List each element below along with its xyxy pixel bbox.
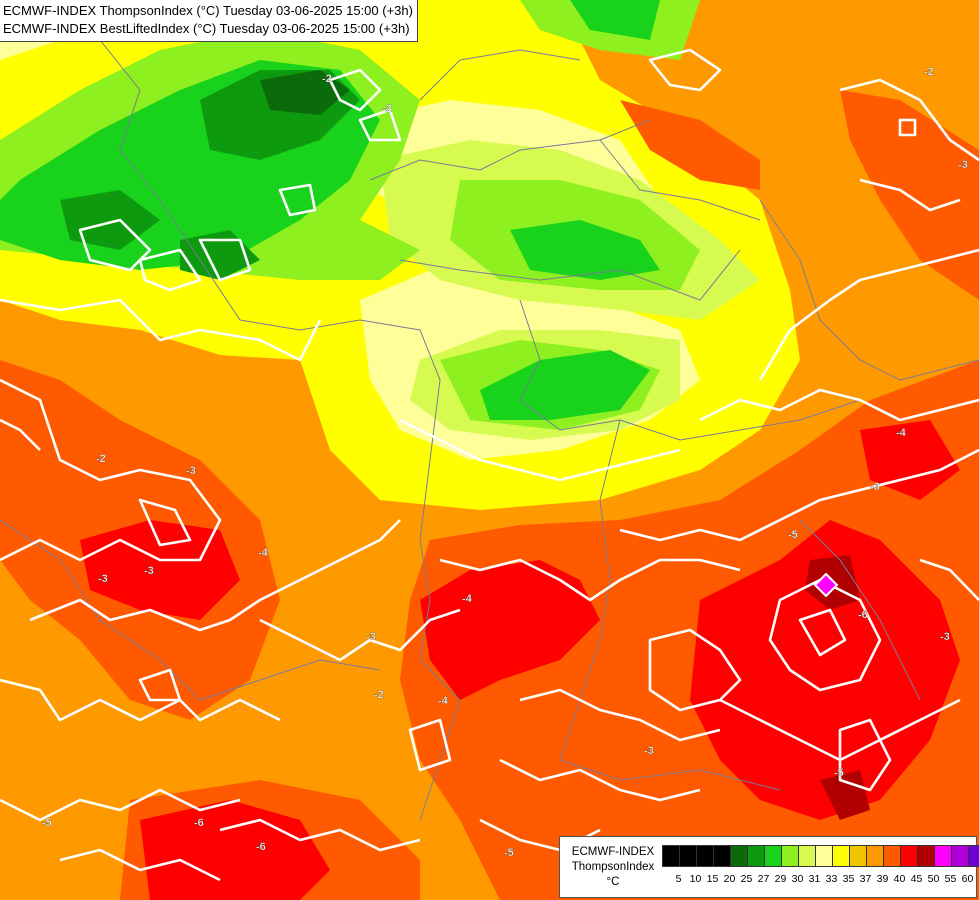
legend-swatch	[867, 846, 884, 866]
contour-label: -5	[834, 767, 844, 779]
contour-label: -2	[382, 103, 392, 115]
lifted-index-contours	[0, 48, 979, 882]
contour-label: -3	[366, 631, 376, 643]
title-line-thompson: ECMWF-INDEX ThompsonIndex (°C) Tuesday 0…	[3, 3, 413, 18]
legend-swatch	[935, 846, 952, 866]
contour-label: -2	[322, 73, 332, 85]
contour-label: -6	[194, 817, 204, 829]
legend-swatch	[697, 846, 714, 866]
legend-tick-label: 45	[910, 873, 923, 885]
legend-swatch	[884, 846, 901, 866]
legend-swatch	[680, 846, 697, 866]
legend-swatch	[969, 846, 979, 866]
legend-swatch	[952, 846, 969, 866]
legend-tick-label: 10	[689, 873, 702, 885]
contour-label: -3	[940, 631, 950, 643]
contour-label: -3	[644, 745, 654, 757]
contour-label: -3	[98, 573, 108, 585]
legend-tick-label: 50	[927, 873, 940, 885]
legend-swatch	[714, 846, 731, 866]
legend-swatch	[918, 846, 935, 866]
contour-labels: -2 -2 -2 -2 -3 -3 -3 -4 -4 -4 -5 -5 -5 -…	[42, 66, 968, 859]
contour-label: -5	[42, 817, 52, 829]
legend-ticks: 5 10 15 20 25 27 29 30 31 33 35 37 39 40 45 50 55 60	[670, 873, 979, 885]
contour-label: -4	[438, 695, 449, 707]
legend-tick-label: 20	[723, 873, 736, 885]
title-line-lifted: ECMWF-INDEX BestLiftedIndex (°C) Tuesday…	[3, 21, 410, 36]
legend-swatch	[850, 846, 867, 866]
legend-tick-label: 15	[706, 873, 719, 885]
darkest-green-zones	[260, 70, 350, 115]
contour-label: -3	[144, 565, 154, 577]
legend-tick-label: 39	[876, 873, 889, 885]
contour-label: -2	[374, 689, 384, 701]
legend-swatch	[799, 846, 816, 866]
country-borders	[0, 39, 979, 821]
legend-swatch	[731, 846, 748, 866]
contour-label: -3	[186, 465, 196, 477]
legend-tick-label: 60	[961, 873, 974, 885]
contour-label: -2	[96, 453, 106, 465]
legend-tick-label: 29	[774, 873, 787, 885]
peak-marker	[813, 572, 839, 598]
legend-tick-label: 37	[859, 873, 872, 885]
contour-label: -6	[256, 841, 266, 853]
contour-label: -4	[896, 427, 907, 439]
legend-tick-label: 31	[808, 873, 821, 885]
contour-label: -4	[258, 547, 269, 559]
legend-tick-label: 30	[791, 873, 804, 885]
contour-label: -4	[462, 593, 473, 605]
contour-label: -3	[870, 481, 880, 493]
legend-title-unit: °C	[606, 876, 620, 888]
legend-swatch	[816, 846, 833, 866]
red-zones	[80, 420, 960, 900]
legend-swatch	[765, 846, 782, 866]
legend-title: ECMWF-INDEX ThompsonIndex °C	[564, 845, 662, 890]
legend-swatch	[663, 846, 680, 866]
legend-title-line2: ThompsonIndex	[571, 861, 655, 873]
legend-tick-label: 55	[944, 873, 957, 885]
legend-tick-label: 40	[893, 873, 906, 885]
legend-tick-label: 35	[842, 873, 855, 885]
contour-label: -5	[504, 847, 514, 859]
contour-label: -5	[788, 529, 798, 541]
color-legend: ECMWF-INDEX ThompsonIndex °C 5 10 15 20 25 27…	[559, 836, 979, 898]
legend-swatch	[748, 846, 765, 866]
legend-tick-label: 33	[825, 873, 838, 885]
legend-color-bar	[662, 845, 979, 867]
legend-tick-label: 25	[740, 873, 753, 885]
legend-swatch	[782, 846, 799, 866]
contour-label: -3	[958, 159, 968, 171]
legend-swatch	[901, 846, 918, 866]
contour-label: -6	[858, 609, 868, 621]
contour-label: -2	[924, 66, 934, 78]
legend-title-line1: ECMWF-INDEX	[571, 846, 655, 858]
legend-tick-label: 5	[675, 873, 682, 885]
map-title-box: ECMWF-INDEX ThompsonIndex (°C) Tuesday 0…	[0, 0, 418, 42]
legend-swatch	[833, 846, 850, 866]
legend-tick-label: 27	[757, 873, 770, 885]
